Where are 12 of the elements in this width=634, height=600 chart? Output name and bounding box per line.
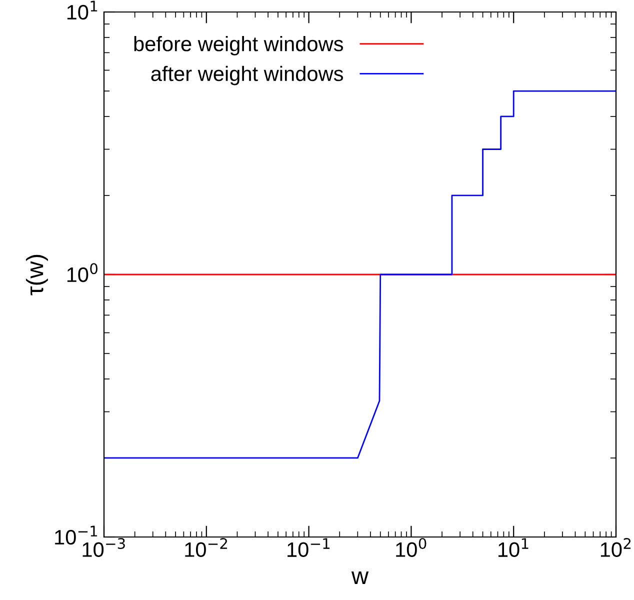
x-tick-label: 10$^{−3}$ xyxy=(82,538,125,558)
x-tick-label: 10$^{0}$ xyxy=(396,538,426,558)
x-tick-label: 10$^{−2}$ xyxy=(185,538,227,558)
y-axis-title: τ(w) xyxy=(26,254,48,296)
x-axis-title: w xyxy=(351,571,369,584)
x-tick-label: 10$^{1}$ xyxy=(498,538,528,558)
x-tick-label: 10$^{2}$ xyxy=(600,538,631,558)
y-tick-label: 10$^{0}$ xyxy=(67,263,98,282)
legend-label: after weight windows xyxy=(151,66,343,86)
y-tick-label: 10$^{1}$ xyxy=(67,0,98,20)
legend-label: before weight windows xyxy=(134,36,344,56)
x-tick-label: 10$^{−1}$ xyxy=(288,538,330,558)
